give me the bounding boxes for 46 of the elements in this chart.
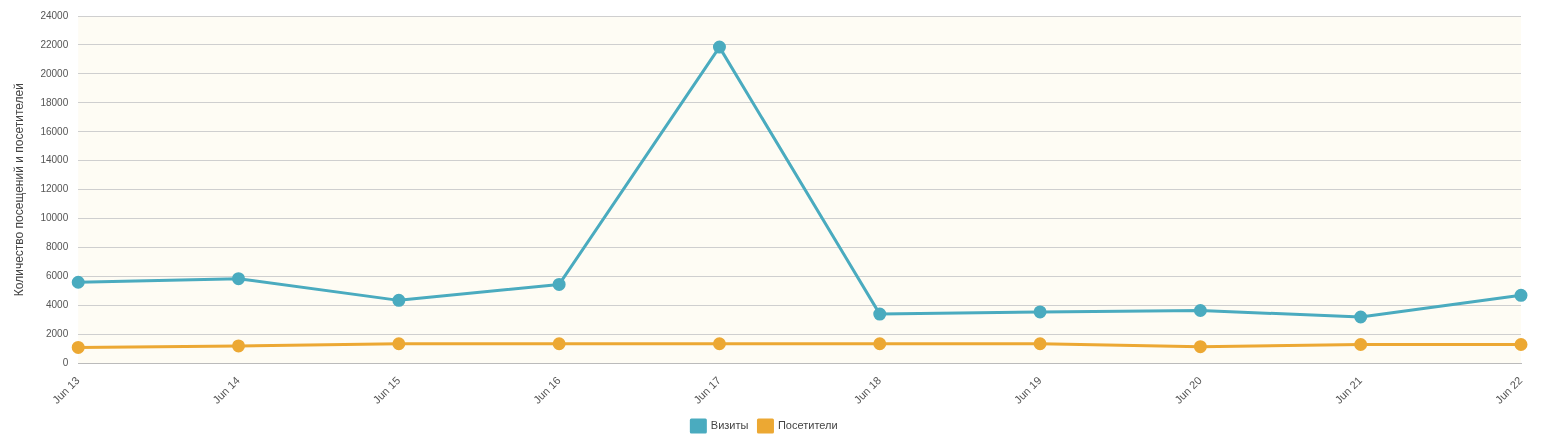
y-tick-label: 10000 (40, 212, 69, 224)
point (552, 337, 566, 351)
y-tick-label: 6000 (45, 270, 69, 282)
y-tick-label: 12000 (40, 183, 69, 195)
x-tick-label: Jun 22 (1492, 374, 1525, 406)
point (1033, 337, 1047, 351)
y-tick-label: 18000 (40, 96, 69, 108)
x-tick-label: Jun 19 (1011, 374, 1044, 406)
point (1354, 338, 1368, 351)
y-tick-label: 0 (62, 357, 69, 369)
legend-label: Посетители (777, 419, 838, 432)
y-tick-label: 24000 (40, 9, 69, 21)
point (1354, 310, 1368, 324)
point (71, 340, 85, 354)
point (1514, 288, 1528, 302)
y-tick-label: 2000 (45, 328, 69, 340)
point (873, 307, 887, 321)
point (712, 40, 726, 54)
x-tick-label: Jun 14 (210, 374, 243, 406)
point (392, 293, 406, 307)
point (232, 339, 246, 353)
y-tick-label: 8000 (45, 241, 69, 253)
point (71, 275, 85, 289)
x-tick-label: Jun 18 (851, 374, 884, 406)
point (392, 337, 406, 351)
x-tick-label: Jun 16 (530, 374, 563, 406)
x-tick-label: Jun 21 (1332, 374, 1365, 406)
point (712, 337, 726, 351)
point (1033, 305, 1047, 319)
x-tick-label: Jun 17 (691, 374, 724, 406)
y-tick-label: 4000 (45, 299, 69, 311)
point (1193, 340, 1207, 354)
point (552, 277, 566, 291)
y-axis-title: Количество посещений и посетителей (11, 83, 26, 297)
point (232, 272, 246, 286)
y-tick-label: 22000 (40, 38, 69, 50)
y-tick-label: 20000 (40, 67, 69, 79)
x-tick-label: Jun 15 (370, 374, 403, 406)
point (873, 337, 887, 351)
point (1514, 338, 1528, 351)
x-tick-label: Jun 13 (49, 374, 82, 406)
legend-label: Визиты (710, 419, 749, 432)
y-tick-label: 16000 (40, 125, 69, 137)
point (1193, 303, 1207, 317)
y-tick-label: 14000 (40, 154, 69, 166)
x-tick-label: Jun 20 (1172, 374, 1204, 406)
